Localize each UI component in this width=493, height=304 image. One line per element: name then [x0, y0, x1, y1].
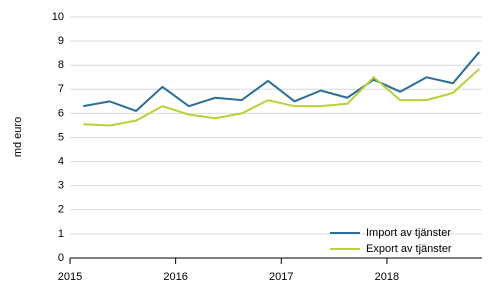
y-tick-label: 1 [58, 228, 64, 240]
y-tick-label: 8 [58, 59, 64, 71]
y-tick-label: 4 [58, 156, 64, 168]
y-tick-label: 0 [58, 252, 64, 264]
y-tick-label: 5 [58, 131, 64, 143]
y-axis-label: md euro [12, 117, 24, 157]
y-tick-label: 3 [58, 180, 64, 192]
y-tick-label: 6 [58, 107, 64, 119]
y-tick-label: 9 [58, 35, 64, 47]
legend-label: Export av tjänster [366, 243, 452, 255]
x-tick-label: 2016 [163, 271, 187, 283]
y-tick-label: 2 [58, 204, 64, 216]
x-tick-label: 2017 [269, 271, 293, 283]
x-tick-label: 2018 [375, 271, 399, 283]
x-tick-label: 2015 [58, 271, 82, 283]
line-series [83, 68, 481, 127]
line-series [83, 51, 481, 113]
y-tick-label: 7 [58, 83, 64, 95]
legend-label: Import av tjänster [366, 227, 451, 239]
y-tick-label: 10 [52, 11, 64, 23]
